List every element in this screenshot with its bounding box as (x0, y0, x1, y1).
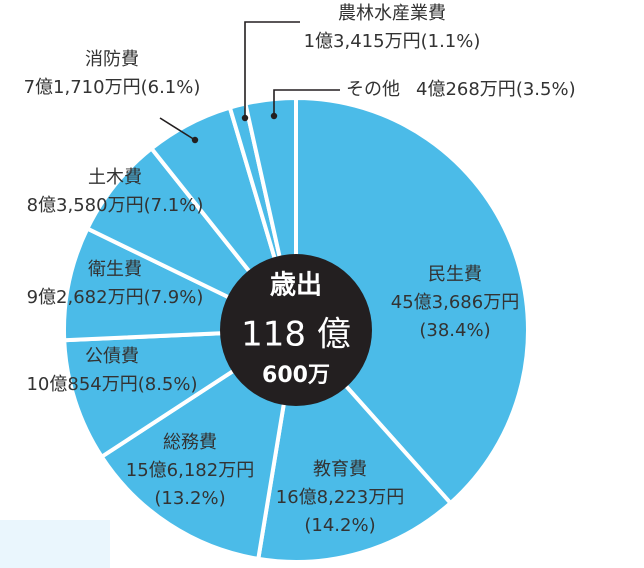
slice-label-percent: (3.5%) (516, 79, 576, 100)
callout-line-sonota (273, 89, 340, 116)
corner-tint-block (0, 520, 110, 568)
callout-line-norin (244, 21, 300, 118)
slice-label-kyoiku-line-2: (14.2%) (304, 515, 375, 536)
center-circle (220, 254, 372, 406)
callout-dot-shobo (191, 136, 199, 144)
slice-label-somu-line-1: 15億6,182万円 (126, 460, 254, 481)
slice-label-somu-line-0: 総務費 (163, 432, 217, 453)
slice-label-eisei-line-1: 9億2,682万円(7.9%) (27, 287, 204, 308)
slice-label-norin-line-1: 1億3,415万円(1.1%) (304, 31, 481, 52)
slice-label-minsei-line-2: (38.4%) (419, 320, 490, 341)
slice-label-minsei-line-1: 45億3,686万円 (391, 292, 519, 313)
slice-label-doboku-line-1: 8億3,580万円(7.1%) (27, 195, 204, 216)
slice-labels: 民生費 45億3,686万円 (38.4%) 教育費 16億8,223万円 (14.2%)… (24, 3, 576, 536)
slice-label-category: その他 (346, 79, 400, 100)
callout-dot-norin (241, 114, 249, 122)
slice-label-kyoiku-line-0: 教育費 (313, 459, 367, 480)
center-total: 歳出 118 億 600万 (220, 254, 372, 406)
slice-label-somu-line-2: (13.2%) (154, 488, 225, 509)
slice-label-kosai-line-0: 公債費 (85, 346, 139, 367)
center-total-amount: 118 億 (241, 315, 351, 355)
pie-slice-minsei (294, 96, 530, 506)
slice-label-minsei-line-0: 民生費 (428, 264, 482, 285)
callout-dot-sonota (270, 112, 278, 120)
slice-label-doboku-line-0: 土木費 (88, 167, 142, 188)
slice-label-shobo-line-1: 7億1,710万円(6.1%) (24, 77, 201, 98)
slice-label-kosai-line-1: 10億854万円(8.5%) (26, 374, 197, 395)
callout-line-shobo (159, 117, 196, 141)
slice-label-eisei-line-0: 衛生費 (88, 259, 142, 280)
slice-label-amount: 4億268万円 (416, 79, 516, 100)
center-total-sub: 600万 (262, 363, 330, 388)
center-total-label: 歳出 (270, 271, 322, 301)
slice-label-norin-line-0: 農林水産業費 (338, 3, 446, 24)
slice-label-shobo-line-0: 消防費 (85, 49, 139, 70)
slice-label-sonota: その他 4億268万円(3.5%) (346, 79, 576, 100)
slice-label-kyoiku-line-1: 16億8,223万円 (276, 487, 404, 508)
